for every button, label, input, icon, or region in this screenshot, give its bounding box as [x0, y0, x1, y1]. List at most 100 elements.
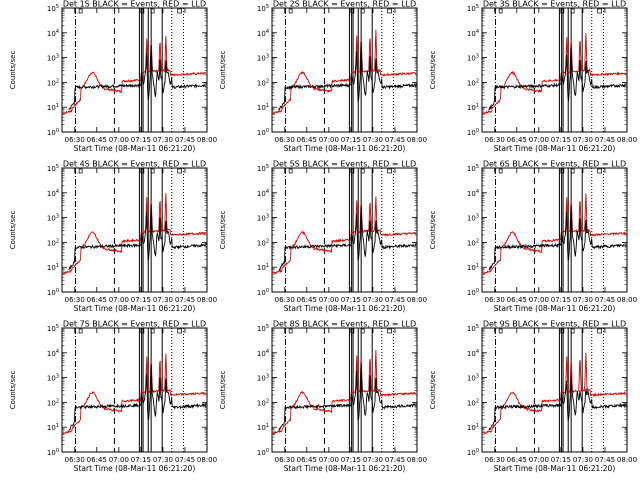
y-tick-label: 103 — [467, 374, 479, 383]
y-tick-label: 100 — [467, 448, 479, 457]
y-tick-label: 101 — [47, 263, 59, 272]
x-axis-label: Start Time (08-Mar-11 06:21:20) — [494, 464, 616, 473]
flag-marker — [387, 8, 392, 14]
lld-series-line — [62, 193, 207, 275]
detector-panel-7: Det 7S BLACK = Events, RED = LLD Counts/s… — [9, 320, 217, 474]
detector-panel-8: Det 8S BLACK = Events, RED = LLD Counts/s… — [219, 320, 427, 474]
flag-marker — [560, 168, 565, 174]
x-tick-label: 06:30 — [275, 456, 295, 464]
y-tick-label: 103 — [257, 374, 269, 383]
flag-marker — [288, 168, 293, 174]
x-tick-label: 07:30 — [153, 296, 173, 304]
events-series-line — [68, 44, 207, 111]
x-tick-label: 06:45 — [507, 296, 527, 304]
x-tick-label: 06:45 — [297, 296, 317, 304]
lld-series-line — [62, 36, 207, 115]
x-axis-label: Start Time (08-Mar-11 06:21:20) — [284, 304, 406, 313]
y-tick-label: 103 — [47, 374, 59, 383]
flag-marker — [140, 328, 145, 334]
x-tick-label: 08:00 — [407, 296, 427, 304]
flag-marker — [78, 168, 83, 174]
x-tick-label: 07:15 — [131, 136, 151, 144]
flag-marker — [570, 8, 575, 14]
y-tick-label: 104 — [467, 189, 479, 198]
events-series-line — [278, 41, 417, 111]
y-tick-label: 102 — [257, 398, 269, 407]
y-tick-label: 101 — [257, 263, 269, 272]
y-tick-label: 101 — [47, 423, 59, 432]
x-tick-label: 07:15 — [131, 456, 151, 464]
plot-frame — [271, 327, 418, 453]
flag-marker — [387, 168, 392, 174]
events-series-line — [68, 204, 207, 271]
x-tick-label: 08:00 — [407, 136, 427, 144]
y-axis-label: Counts/sec — [219, 211, 227, 250]
x-tick-label: 06:45 — [507, 136, 527, 144]
y-tick-label: 105 — [467, 324, 479, 333]
events-series-line — [278, 205, 417, 271]
y-tick-label: 105 — [47, 164, 59, 173]
detector-panel-3: Det 3S BLACK = Events, RED = LLD Counts/s… — [429, 0, 637, 153]
y-axis-label: Counts/sec — [9, 51, 17, 90]
flag-marker — [498, 8, 503, 14]
y-tick-label: 101 — [467, 263, 479, 272]
flag-marker — [177, 328, 182, 334]
detector-panel-5: Det 5S BLACK = Events, RED = LLD Counts/s… — [219, 160, 427, 314]
x-tick-label: 07:30 — [153, 136, 173, 144]
panel-title: Det 5S BLACK = Events, RED = LLD — [273, 160, 416, 169]
x-tick-label: 08:00 — [197, 296, 217, 304]
x-tick-label: 06:30 — [65, 136, 85, 144]
panel-title: Det 9S BLACK = Events, RED = LLD — [483, 320, 626, 329]
flag-marker — [140, 8, 145, 14]
detector-panel-9: Det 9S BLACK = Events, RED = LLD Counts/s… — [429, 320, 637, 474]
lld-series-line — [482, 33, 627, 115]
y-axis-label: Counts/sec — [9, 211, 17, 250]
x-tick-label: 07:15 — [341, 296, 361, 304]
flag-marker — [597, 328, 602, 334]
y-tick-label: 104 — [467, 349, 479, 358]
plot-frame — [271, 167, 418, 293]
plot-frame — [481, 7, 628, 133]
x-tick-label: 06:30 — [485, 456, 505, 464]
x-tick-label: 07:45 — [175, 136, 195, 144]
lld-series-line — [482, 193, 627, 275]
y-axis-label: Counts/sec — [219, 51, 227, 90]
events-series-line — [68, 364, 207, 431]
flag-marker — [150, 168, 155, 174]
x-tick-label: 07:45 — [595, 136, 615, 144]
panel-title: Det 4S BLACK = Events, RED = LLD — [63, 160, 206, 169]
lld-series-line — [62, 353, 207, 435]
plot-frame — [481, 327, 628, 453]
x-tick-label: 06:45 — [87, 296, 107, 304]
x-axis-label: Start Time (08-Mar-11 06:21:20) — [494, 144, 616, 153]
flag-marker — [570, 328, 575, 334]
x-tick-label: 06:30 — [485, 296, 505, 304]
y-tick-label: 103 — [257, 54, 269, 63]
y-tick-label: 102 — [257, 78, 269, 87]
x-tick-label: 06:45 — [87, 136, 107, 144]
y-axis-label: Counts/sec — [429, 371, 437, 410]
y-tick-label: 100 — [467, 288, 479, 297]
y-tick-label: 104 — [47, 349, 59, 358]
x-tick-label: 06:30 — [275, 296, 295, 304]
panel-title: Det 3S BLACK = Events, RED = LLD — [483, 0, 626, 9]
x-tick-label: 07:30 — [363, 456, 383, 464]
y-tick-label: 103 — [257, 214, 269, 223]
plot-frame — [481, 167, 628, 293]
flag-marker — [570, 168, 575, 174]
y-tick-label: 100 — [47, 448, 59, 457]
detector-panel-1: Det 1S BLACK = Events, RED = LLD Counts/s… — [9, 0, 217, 153]
x-tick-label: 08:00 — [617, 296, 637, 304]
y-tick-label: 103 — [467, 54, 479, 63]
flag-marker — [150, 8, 155, 14]
y-tick-label: 104 — [47, 189, 59, 198]
flag-marker — [498, 168, 503, 174]
y-tick-label: 103 — [47, 214, 59, 223]
x-tick-label: 07:00 — [109, 456, 129, 464]
x-tick-label: 07:30 — [363, 296, 383, 304]
flag-marker — [288, 8, 293, 14]
y-tick-label: 105 — [257, 4, 269, 13]
x-tick-label: 07:30 — [573, 456, 593, 464]
y-tick-label: 102 — [47, 78, 59, 87]
y-tick-label: 100 — [257, 128, 269, 137]
